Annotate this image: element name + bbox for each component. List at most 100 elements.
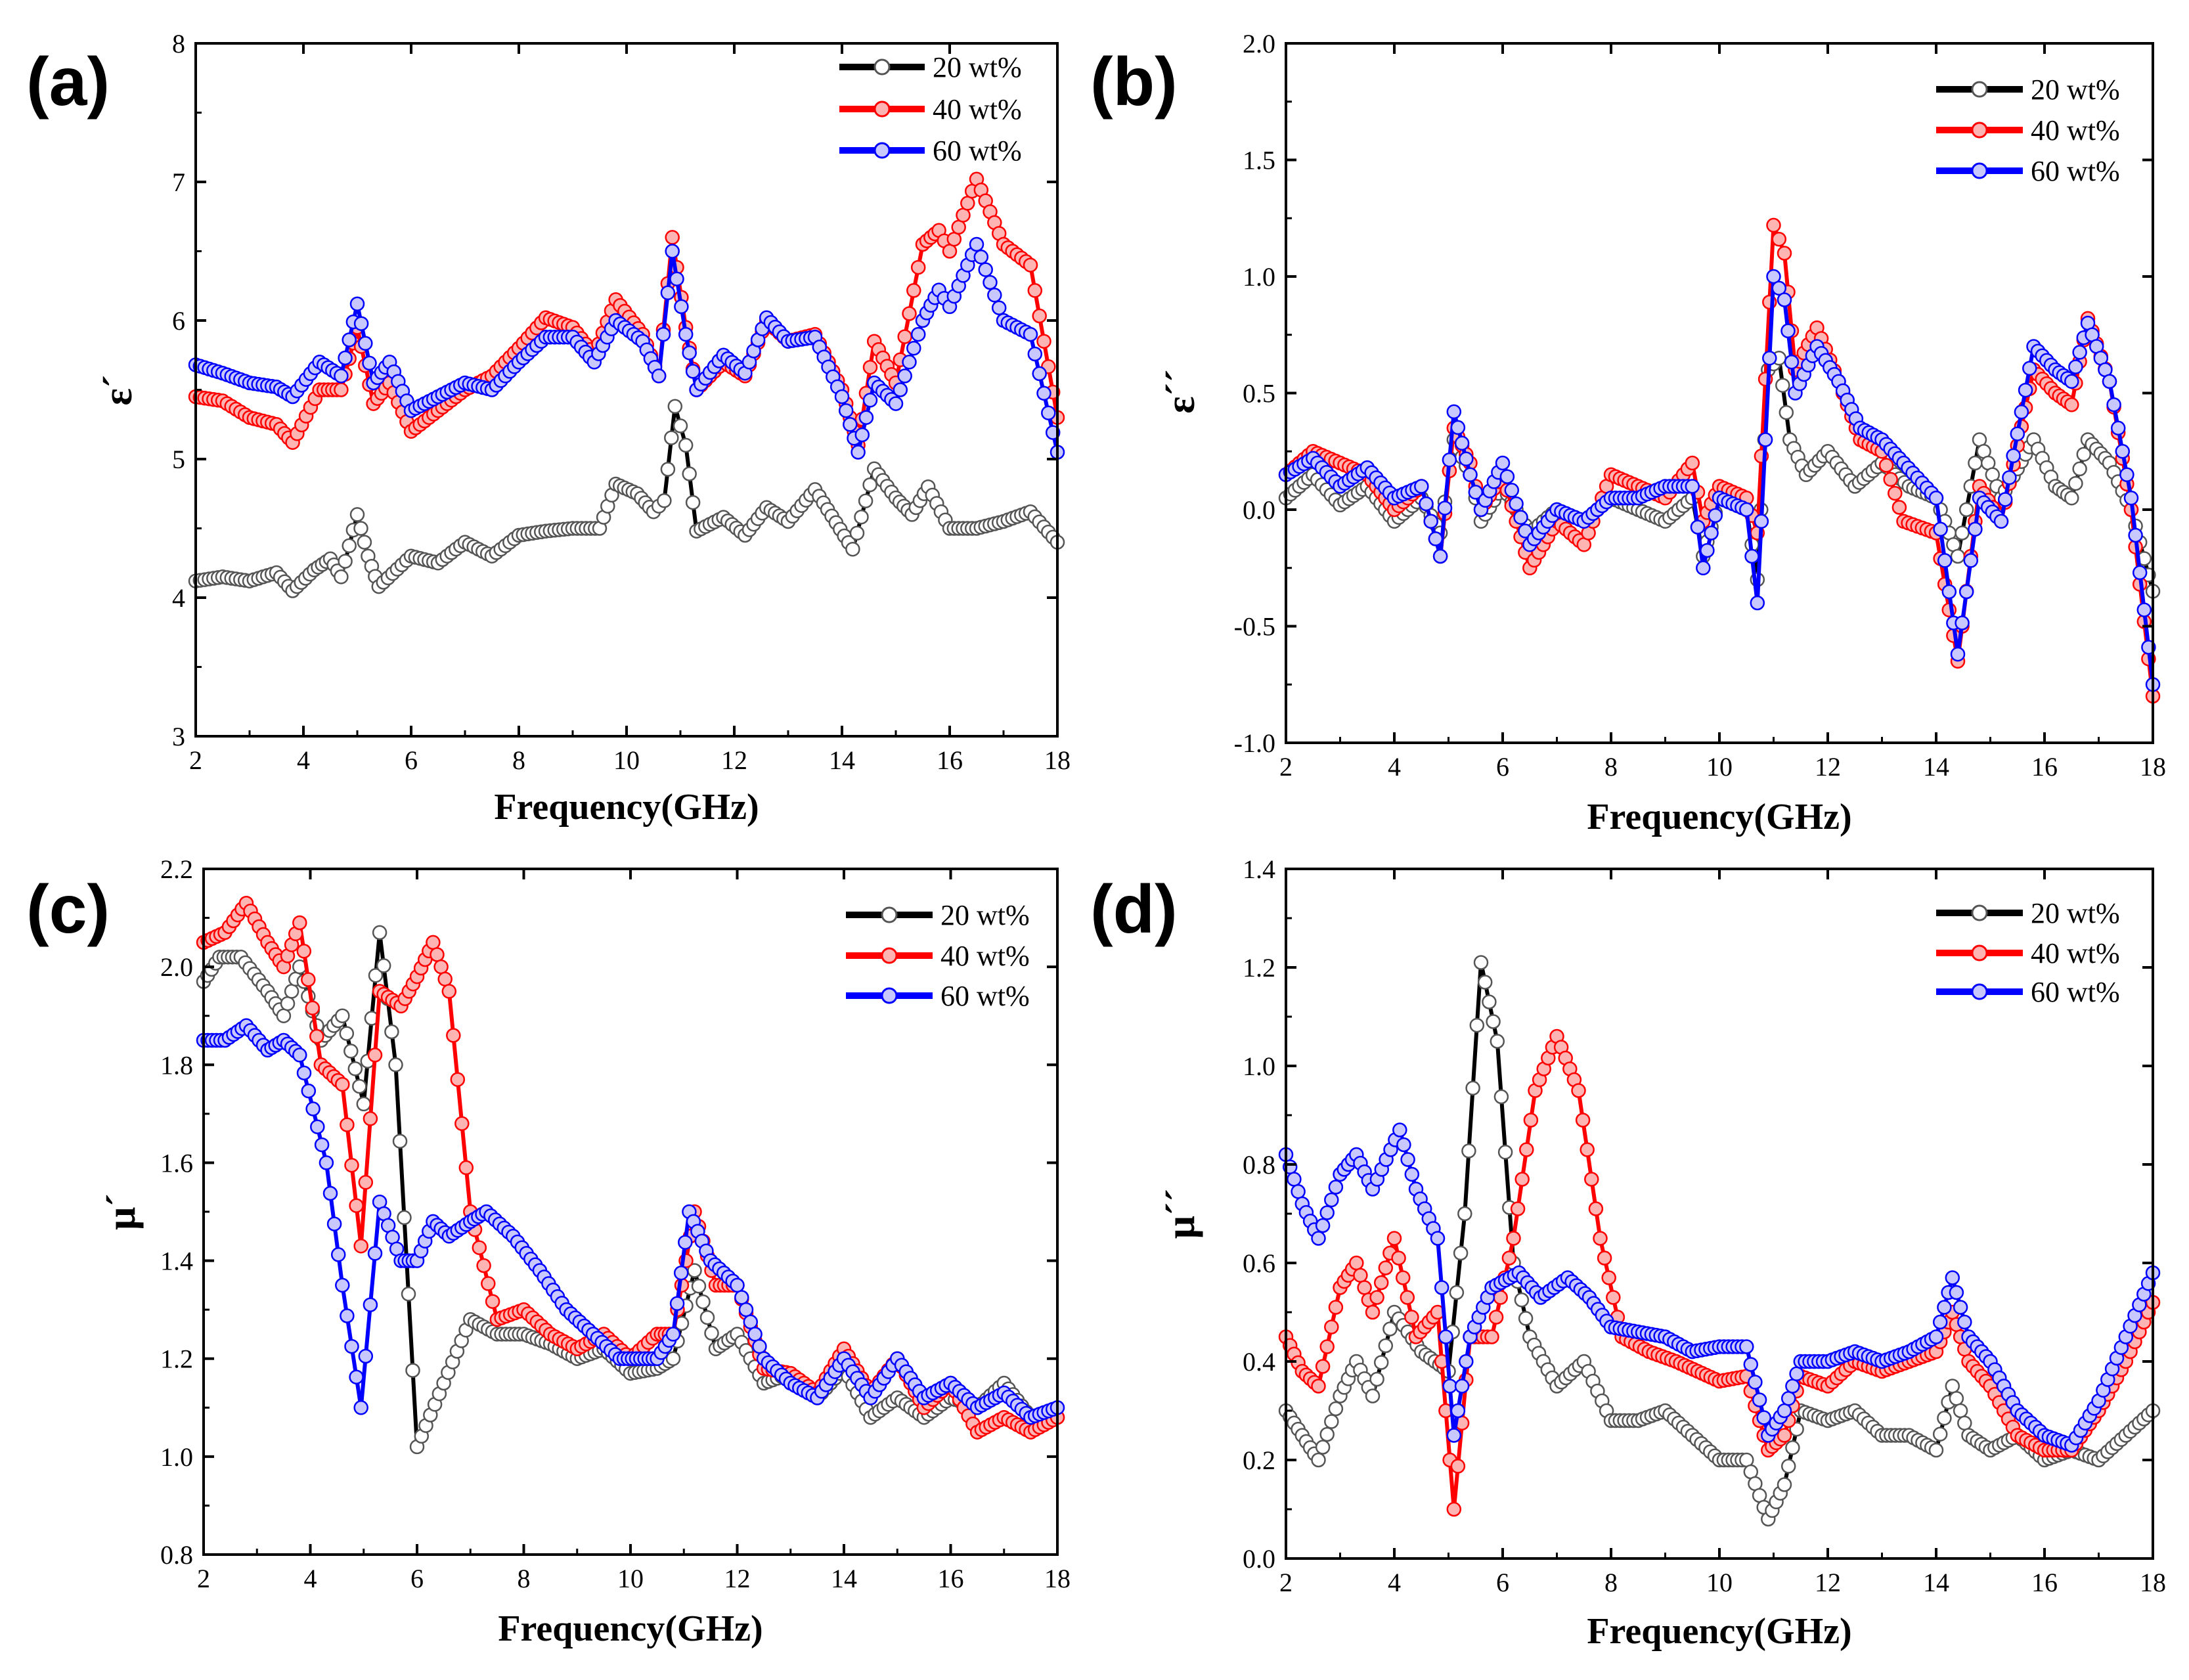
- x-tick-label: 2: [189, 745, 202, 775]
- y-tick-label: 1.4: [160, 1247, 193, 1276]
- data-point: [734, 1290, 749, 1305]
- data-point: [397, 1210, 412, 1226]
- data-point: [983, 275, 998, 290]
- data-point: [284, 984, 299, 999]
- legend-label-40wt: 40 wt%: [2031, 114, 2120, 146]
- y-tick-label: 2.0: [160, 952, 193, 982]
- data-point: [437, 971, 453, 987]
- data-point: [1784, 354, 1800, 370]
- legend-marker-20wt: [1971, 81, 1988, 98]
- data-point: [433, 959, 449, 975]
- data-point: [1497, 1145, 1513, 1160]
- data-point: [334, 569, 349, 585]
- data-point: [747, 1327, 763, 1342]
- data-point: [669, 1296, 685, 1312]
- y-tick-label: 7: [172, 167, 185, 197]
- data-point: [888, 396, 904, 411]
- data-point: [2068, 359, 2083, 374]
- data-point: [1997, 492, 2013, 507]
- data-point: [1499, 469, 1515, 484]
- data-point: [1756, 1410, 1771, 1425]
- y-tick-label: 0.8: [160, 1540, 193, 1570]
- data-point: [2010, 426, 2025, 441]
- x-tick-label: 2: [1279, 1568, 1293, 1597]
- data-point: [1023, 257, 1038, 273]
- data-point: [1777, 1403, 1792, 1419]
- y-tick-label: 1.5: [1243, 146, 1275, 175]
- panel-d-xlabel: Frequency(GHz): [1587, 1611, 1851, 1652]
- data-point: [1748, 1375, 1763, 1390]
- data-point: [1766, 217, 1781, 233]
- data-point: [1575, 1113, 1591, 1128]
- series-20wt: [188, 399, 1065, 598]
- legend-marker-40wt: [1971, 944, 1988, 962]
- data-point: [338, 554, 353, 569]
- data-point: [1473, 955, 1489, 970]
- data-point: [1928, 491, 1944, 506]
- data-point: [1477, 975, 1493, 990]
- data-point: [1509, 496, 1524, 512]
- data-point: [2128, 527, 2143, 543]
- data-point: [1739, 1339, 1754, 1354]
- data-point: [1584, 1172, 1599, 1187]
- data-point: [2123, 491, 2139, 506]
- data-point: [838, 403, 854, 418]
- x-axis-d: 2 4 6 8 10 12 14 16 18: [1279, 869, 2166, 1597]
- y-tick-label: 3: [172, 722, 185, 751]
- data-point: [664, 430, 679, 445]
- data-point: [1457, 1206, 1472, 1222]
- x-tick-label: 12: [724, 1564, 751, 1593]
- y-tick-label: 1.0: [1243, 1051, 1275, 1081]
- data-point: [1041, 405, 1056, 420]
- x-tick-label: 16: [938, 1564, 964, 1593]
- legend-marker-20wt: [1971, 904, 1988, 921]
- data-point: [1771, 231, 1787, 247]
- data-point: [1780, 1391, 1796, 1406]
- data-point: [1780, 1459, 1796, 1474]
- panel-d-ylabel: μ´´: [1159, 1189, 1203, 1239]
- data-point: [1968, 455, 1983, 471]
- data-point: [660, 285, 676, 301]
- data-point: [1501, 1250, 1517, 1266]
- data-point: [1357, 1280, 1372, 1295]
- data-point: [1490, 1034, 1505, 1049]
- data-point: [1369, 1290, 1384, 1305]
- data-point: [1365, 1388, 1381, 1404]
- legend-label-60wt: 60 wt%: [2031, 976, 2120, 1008]
- data-point: [1437, 500, 1453, 516]
- y-tick-label: 6: [172, 306, 185, 336]
- data-point: [2132, 565, 2148, 581]
- data-point: [696, 1294, 711, 1310]
- data-point: [310, 1119, 325, 1134]
- x-tick-label: 18: [1044, 745, 1071, 775]
- data-point: [1392, 1122, 1407, 1138]
- legend-marker-60wt: [1971, 983, 1988, 1000]
- data-point: [358, 1175, 374, 1190]
- plot-area-b: [1278, 217, 2161, 704]
- data-point: [655, 326, 671, 342]
- data-point: [1450, 1459, 1466, 1474]
- data-point: [450, 1072, 466, 1087]
- y-axis-b: -1.0 -0.5 0.0 0.5 1.0 1.5 2.0: [1234, 29, 2153, 758]
- data-point: [1428, 531, 1444, 546]
- data-point: [2076, 447, 2092, 462]
- y-tick-label: 1.2: [1243, 953, 1275, 983]
- y-tick-label: 0.2: [1243, 1446, 1275, 1475]
- x-tick-label: 8: [1604, 752, 1618, 782]
- data-point: [1438, 1329, 1453, 1344]
- data-point: [1941, 584, 1957, 600]
- x-tick-label: 4: [1388, 752, 1401, 782]
- data-point: [485, 1294, 500, 1309]
- data-point: [1365, 1304, 1381, 1320]
- legend-marker-60wt: [873, 142, 891, 159]
- data-point: [2022, 361, 2037, 376]
- data-point: [353, 316, 369, 331]
- data-point: [1953, 1300, 1968, 1315]
- data-point: [699, 1310, 715, 1325]
- data-point: [1744, 548, 1759, 564]
- data-point: [1685, 479, 1700, 494]
- x-tick-label: 18: [2140, 1568, 2166, 1597]
- data-point: [669, 271, 684, 286]
- data-point: [472, 1240, 487, 1255]
- data-point: [1955, 615, 1970, 630]
